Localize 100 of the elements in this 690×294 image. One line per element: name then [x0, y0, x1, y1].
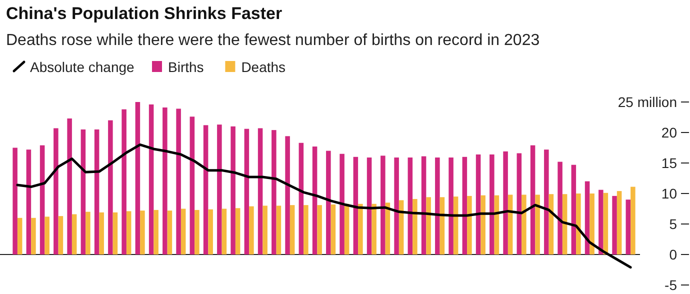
bar	[80, 129, 86, 254]
bar	[249, 206, 254, 254]
bar	[194, 210, 200, 254]
bar	[612, 196, 617, 254]
bar	[453, 196, 458, 254]
bar	[535, 194, 540, 254]
bar	[290, 205, 295, 254]
bar	[298, 142, 304, 254]
bar	[54, 128, 58, 254]
bar	[590, 194, 594, 254]
bar	[480, 195, 486, 254]
bar	[330, 204, 336, 254]
bar	[122, 109, 126, 254]
y-tick-label: -5	[664, 276, 678, 293]
bar	[516, 153, 522, 254]
bar	[312, 146, 318, 254]
bar	[558, 162, 562, 254]
bar	[230, 126, 236, 254]
bar	[235, 208, 240, 254]
bar	[344, 204, 350, 254]
y-tick-label: 0	[669, 246, 678, 262]
bar	[203, 125, 208, 254]
bar	[426, 197, 431, 254]
bar	[86, 212, 90, 254]
bar	[180, 208, 186, 254]
bar	[385, 202, 390, 254]
bar	[258, 128, 263, 254]
bar	[244, 128, 250, 254]
bar	[304, 205, 308, 254]
bar	[58, 216, 64, 254]
bar	[476, 154, 481, 254]
bar	[317, 205, 322, 254]
bar	[162, 107, 168, 254]
bar	[167, 210, 172, 254]
bar	[108, 120, 113, 254]
bar	[626, 200, 631, 254]
bar	[598, 190, 604, 254]
bar	[31, 218, 36, 254]
y-tick-label: 15	[661, 154, 678, 171]
bar	[508, 194, 513, 254]
bar	[40, 145, 45, 254]
legend-label: Deaths	[241, 59, 286, 75]
bar	[544, 150, 549, 254]
bar	[576, 194, 581, 254]
bar	[462, 156, 468, 254]
bar	[571, 164, 576, 254]
bar	[140, 210, 145, 254]
bar	[276, 206, 282, 254]
legend-label: Absolute change	[30, 59, 135, 75]
bar	[285, 136, 290, 254]
chart-title: China's Population Shrinks Faster	[6, 4, 282, 23]
bar	[12, 148, 18, 254]
bar	[112, 212, 118, 254]
bar	[503, 151, 508, 254]
bar	[217, 124, 222, 254]
bar	[148, 104, 154, 254]
bar	[44, 216, 50, 254]
bar	[99, 212, 104, 254]
bar	[603, 192, 608, 254]
y-tick-label: 10	[661, 185, 678, 202]
bar	[440, 197, 445, 254]
bar	[326, 150, 331, 254]
y-tick-label: 5	[669, 216, 678, 232]
bar	[272, 130, 276, 254]
bar	[222, 208, 227, 254]
y-tick-label: 20	[661, 124, 678, 140]
bar	[208, 209, 213, 254]
bar	[398, 200, 404, 254]
bar	[26, 150, 32, 254]
bar	[262, 206, 268, 254]
bar	[394, 158, 399, 254]
bar	[630, 186, 636, 254]
bar	[522, 194, 526, 254]
bar	[467, 196, 472, 254]
bar	[530, 145, 536, 254]
bar	[435, 158, 440, 254]
bar	[616, 191, 622, 254]
bar	[353, 156, 358, 254]
bar	[190, 116, 195, 254]
bar	[562, 194, 568, 254]
bar	[154, 210, 158, 254]
bar	[494, 195, 500, 254]
bar	[176, 108, 181, 254]
bar	[358, 204, 363, 254]
bar	[380, 156, 386, 254]
chart-subtitle: Deaths rose while there were the fewest number of births on record in 2023	[6, 32, 540, 49]
bar	[340, 154, 344, 254]
bar	[17, 218, 22, 254]
bar	[421, 156, 426, 254]
bar	[94, 129, 100, 254]
line-series	[16, 143, 632, 269]
y-tick-label: 25 million	[618, 94, 677, 110]
bar	[366, 158, 372, 254]
bar	[490, 154, 494, 254]
bar	[135, 102, 140, 254]
legend-label: Births	[168, 59, 204, 75]
bar	[67, 118, 72, 254]
bar	[372, 204, 376, 254]
bar	[72, 214, 77, 254]
bar	[126, 211, 132, 254]
